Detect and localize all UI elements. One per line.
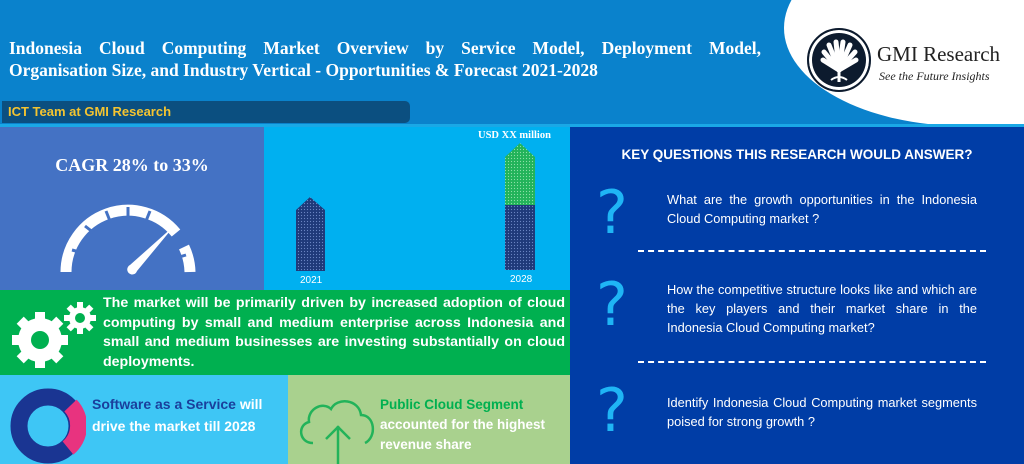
bar-2028-base (505, 205, 535, 270)
saas-highlight: Software as a Service (92, 396, 236, 412)
question-mark-icon: ? (596, 376, 628, 446)
dashed-divider (638, 250, 986, 252)
palm-leaf-icon (807, 28, 871, 92)
page-title: Indonesia Cloud Computing Market Overvie… (9, 37, 779, 81)
team-label: ICT Team at GMI Research (8, 104, 172, 119)
key-questions-panel: KEY QUESTIONS THIS RESEARCH WOULD ANSWER… (570, 127, 1024, 464)
bar-2028-growth (505, 143, 535, 205)
public-cloud-highlight: Public Cloud Segment (380, 397, 524, 412)
x-label-2028: 2028 (510, 274, 533, 285)
public-cloud-text: Public Cloud Segment accounted for the h… (380, 395, 570, 455)
saas-rest: will drive the market till 2028 (92, 396, 263, 434)
questions-title: KEY QUESTIONS THIS RESEARCH WOULD ANSWER… (621, 147, 973, 162)
public-cloud-rest: accounted for the highest revenue share (380, 417, 546, 452)
title-line-1: Indonesia Cloud Computing Market Overvie… (9, 38, 761, 58)
question-mark-icon: ? (596, 178, 628, 248)
speedometer-icon (60, 204, 196, 275)
market-driver-panel: The market will be primarily driven by i… (0, 290, 570, 375)
question-text: Identify Indonesia Cloud Computing marke… (667, 395, 977, 429)
driver-text: The market will be primarily driven by i… (103, 295, 565, 370)
donut-chart-icon (10, 388, 86, 464)
cagr-panel: CAGR 28% to 33% (0, 127, 264, 290)
saas-panel: Software as a Service will drive the mar… (0, 375, 288, 464)
market-size-chart: USD XX million 2021 2028 (264, 127, 570, 290)
cagr-text: CAGR 28% to 33% (55, 155, 209, 175)
logo-tagline: See the Future Insights (879, 69, 990, 83)
x-label-2021: 2021 (300, 275, 323, 286)
gmi-logo: GMI Research See the Future Insights (805, 25, 1015, 95)
question-text: What are the growth opportunities in the… (667, 192, 977, 226)
cloud-upload-icon (300, 400, 374, 464)
saas-text: Software as a Service will drive the mar… (92, 393, 287, 437)
question-mark-icon: ? (596, 270, 628, 340)
team-label-bar: ICT Team at GMI Research (2, 101, 410, 123)
bar-2021 (296, 197, 325, 271)
question-text: How the competitive structure looks like… (667, 282, 977, 335)
dashed-divider (638, 361, 986, 363)
title-line-2: Organisation Size, and Industry Vertical… (9, 60, 598, 80)
public-cloud-panel: Public Cloud Segment accounted for the h… (288, 375, 570, 464)
logo-name: GMI Research (877, 42, 1001, 66)
value-label: USD XX million (478, 130, 551, 141)
header-banner: Indonesia Cloud Computing Market Overvie… (0, 0, 1024, 127)
gears-icon (12, 302, 96, 368)
bar-chart (296, 143, 535, 271)
divider-strip (0, 124, 1024, 127)
